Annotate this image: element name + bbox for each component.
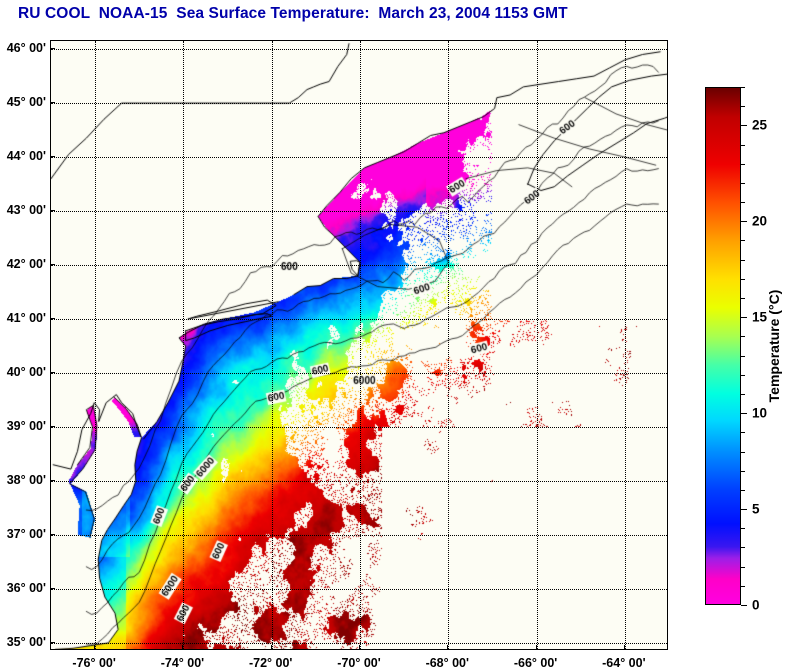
map-plot-area: [50, 40, 668, 650]
axis-label-latitude: 38° 00': [6, 472, 46, 487]
axis-tick-latitude: [50, 102, 55, 104]
colorbar-tick-minor: [741, 470, 745, 472]
axis-tick-longitude: [447, 645, 449, 650]
axis-tick-latitude: [50, 210, 55, 212]
colorbar-tick-major: [741, 413, 747, 415]
colorbar-tick-minor: [741, 489, 745, 491]
colorbar-tick-minor: [741, 259, 745, 261]
colorbar-tick-label: 20: [752, 213, 768, 229]
colorbar-tick-minor: [741, 240, 745, 242]
colorbar-tick-minor: [741, 87, 745, 88]
colorbar-tick-minor: [741, 298, 745, 300]
axis-label-longitude: -66° 00': [513, 656, 558, 670]
colorbar-tick-minor: [741, 432, 745, 434]
axis-tick-latitude: [50, 641, 55, 643]
axis-tick-longitude: [270, 645, 272, 650]
colorbar-tick-label: 25: [752, 117, 768, 133]
axis-tick-longitude: [94, 645, 96, 650]
axis-label-latitude: 40° 00': [6, 364, 46, 379]
colorbar-tick-major: [741, 221, 747, 223]
colorbar-tick-minor: [741, 202, 745, 204]
colorbar-tick-minor: [741, 336, 745, 338]
colorbar-tick-minor: [741, 355, 745, 357]
axis-tick-longitude: [182, 645, 184, 650]
axis-label-latitude: 44° 00': [6, 149, 46, 164]
axis-label-longitude: -64° 00': [602, 656, 646, 670]
axis-label-latitude: 39° 00': [6, 418, 46, 433]
colorbar-tick-minor: [741, 278, 745, 280]
colorbar-tick-label: 10: [752, 405, 768, 421]
axis-label-latitude: 43° 00': [6, 203, 46, 218]
colorbar-tick-minor: [741, 528, 745, 530]
colorbar-tick-minor: [741, 182, 745, 184]
axis-tick-latitude: [50, 264, 55, 266]
colorbar-tick-minor: [741, 547, 745, 549]
colorbar-tick-major: [741, 509, 747, 511]
colorbar: [705, 87, 741, 605]
axis-tick-latitude: [50, 156, 55, 158]
axis-label-latitude: 37° 00': [6, 526, 46, 541]
axis-label-latitude: 45° 00': [6, 95, 46, 110]
axis-tick-latitude: [50, 587, 55, 589]
sst-raster: [51, 41, 667, 649]
axis-label-longitude: -70° 00': [337, 656, 381, 670]
axis-label-longitude: -72° 00': [248, 656, 293, 670]
axis-label-longitude: -68° 00': [425, 656, 469, 670]
axis-tick-latitude: [50, 318, 55, 319]
colorbar-title: Temperature (°C): [766, 289, 782, 403]
axis-label-latitude: 41° 00': [6, 311, 46, 325]
colorbar-tick-minor: [741, 144, 745, 146]
axis-label-longitude: -76° 00': [72, 656, 116, 670]
colorbar-tick-label: 5: [752, 501, 760, 517]
axis-label-longitude: -74° 00': [160, 656, 205, 670]
axis-tick-latitude: [50, 479, 55, 481]
axis-tick-latitude: [50, 533, 55, 535]
axis-tick-latitude: [50, 371, 55, 373]
axis-tick-latitude: [50, 425, 55, 427]
colorbar-tick-minor: [741, 566, 745, 568]
axis-label-latitude: 46° 00': [6, 41, 46, 56]
axis-label-latitude: 36° 00': [6, 580, 46, 595]
axis-label-latitude: 35° 00': [6, 634, 46, 649]
colorbar-tick-minor: [741, 451, 745, 453]
colorbar-tick-minor: [741, 374, 745, 376]
colorbar-tick-minor: [741, 585, 745, 587]
colorbar-tick-major: [741, 125, 747, 127]
colorbar-tick-major: [741, 317, 747, 319]
colorbar-tick-label: 15: [752, 309, 768, 325]
axis-label-latitude: 42° 00': [6, 257, 46, 272]
colorbar-tick-major: [741, 605, 747, 606]
colorbar-tick-minor: [741, 163, 745, 165]
axis-tick-longitude: [623, 645, 625, 650]
colorbar-tick-minor: [741, 393, 745, 395]
figure-title: RU COOL NOAA-15 Sea Surface Temperature:…: [18, 5, 568, 22]
axis-tick-longitude: [535, 645, 537, 650]
axis-tick-longitude: [359, 645, 360, 650]
colorbar-gradient: [706, 88, 740, 604]
axis-tick-latitude: [50, 48, 55, 50]
map-raster-clip: [51, 41, 667, 649]
colorbar-tick-minor: [741, 106, 745, 108]
colorbar-tick-label: 0: [752, 597, 760, 613]
